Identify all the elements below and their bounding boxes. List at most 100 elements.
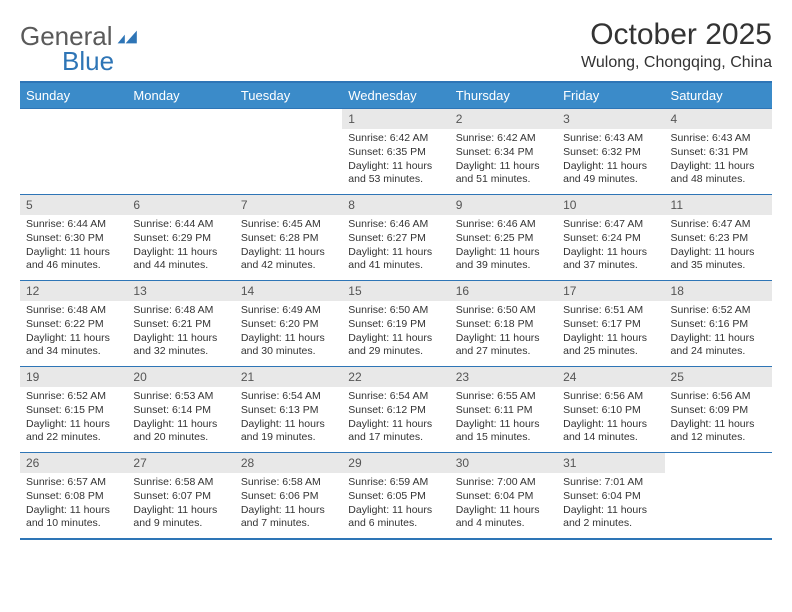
day-header: Sunday	[20, 82, 127, 109]
day-header: Wednesday	[342, 82, 449, 109]
day-number: 3	[557, 109, 664, 129]
day-number: 11	[665, 195, 772, 215]
day-text: Sunrise: 6:56 AMSunset: 6:10 PMDaylight:…	[557, 387, 664, 449]
day-cell: 31Sunrise: 7:01 AMSunset: 6:04 PMDayligh…	[557, 453, 664, 539]
day-header: Tuesday	[235, 82, 342, 109]
day-number: 26	[20, 453, 127, 473]
day-text	[665, 459, 772, 466]
day-text: Sunrise: 6:56 AMSunset: 6:09 PMDaylight:…	[665, 387, 772, 449]
day-text: Sunrise: 6:43 AMSunset: 6:32 PMDaylight:…	[557, 129, 664, 191]
brand-part2: Blue	[62, 46, 114, 76]
day-number: 22	[342, 367, 449, 387]
day-cell: 27Sunrise: 6:58 AMSunset: 6:07 PMDayligh…	[127, 453, 234, 539]
calendar-body: 1Sunrise: 6:42 AMSunset: 6:35 PMDaylight…	[20, 109, 772, 539]
day-cell: 14Sunrise: 6:49 AMSunset: 6:20 PMDayligh…	[235, 281, 342, 367]
day-text: Sunrise: 6:43 AMSunset: 6:31 PMDaylight:…	[665, 129, 772, 191]
day-text: Sunrise: 6:51 AMSunset: 6:17 PMDaylight:…	[557, 301, 664, 363]
day-cell: 25Sunrise: 6:56 AMSunset: 6:09 PMDayligh…	[665, 367, 772, 453]
day-text: Sunrise: 6:44 AMSunset: 6:29 PMDaylight:…	[127, 215, 234, 277]
day-text	[235, 115, 342, 122]
day-cell: 29Sunrise: 6:59 AMSunset: 6:05 PMDayligh…	[342, 453, 449, 539]
day-cell	[20, 109, 127, 195]
day-number: 12	[20, 281, 127, 301]
day-cell: 8Sunrise: 6:46 AMSunset: 6:27 PMDaylight…	[342, 195, 449, 281]
day-number: 29	[342, 453, 449, 473]
day-text: Sunrise: 6:54 AMSunset: 6:12 PMDaylight:…	[342, 387, 449, 449]
day-cell: 10Sunrise: 6:47 AMSunset: 6:24 PMDayligh…	[557, 195, 664, 281]
week-row: 19Sunrise: 6:52 AMSunset: 6:15 PMDayligh…	[20, 367, 772, 453]
day-text: Sunrise: 6:45 AMSunset: 6:28 PMDaylight:…	[235, 215, 342, 277]
day-number: 30	[450, 453, 557, 473]
day-cell: 24Sunrise: 6:56 AMSunset: 6:10 PMDayligh…	[557, 367, 664, 453]
day-cell: 26Sunrise: 6:57 AMSunset: 6:08 PMDayligh…	[20, 453, 127, 539]
day-number: 20	[127, 367, 234, 387]
day-text: Sunrise: 6:47 AMSunset: 6:24 PMDaylight:…	[557, 215, 664, 277]
day-number: 9	[450, 195, 557, 215]
day-text: Sunrise: 6:46 AMSunset: 6:27 PMDaylight:…	[342, 215, 449, 277]
day-number: 17	[557, 281, 664, 301]
day-text: Sunrise: 7:00 AMSunset: 6:04 PMDaylight:…	[450, 473, 557, 535]
day-text	[20, 115, 127, 122]
day-text: Sunrise: 6:50 AMSunset: 6:18 PMDaylight:…	[450, 301, 557, 363]
day-cell: 2Sunrise: 6:42 AMSunset: 6:34 PMDaylight…	[450, 109, 557, 195]
day-cell: 4Sunrise: 6:43 AMSunset: 6:31 PMDaylight…	[665, 109, 772, 195]
day-cell: 18Sunrise: 6:52 AMSunset: 6:16 PMDayligh…	[665, 281, 772, 367]
day-cell: 16Sunrise: 6:50 AMSunset: 6:18 PMDayligh…	[450, 281, 557, 367]
day-number: 4	[665, 109, 772, 129]
day-cell: 20Sunrise: 6:53 AMSunset: 6:14 PMDayligh…	[127, 367, 234, 453]
week-row: 12Sunrise: 6:48 AMSunset: 6:22 PMDayligh…	[20, 281, 772, 367]
day-number: 31	[557, 453, 664, 473]
day-number: 25	[665, 367, 772, 387]
month-title: October 2025	[581, 18, 772, 52]
day-text: Sunrise: 6:52 AMSunset: 6:15 PMDaylight:…	[20, 387, 127, 449]
day-text: Sunrise: 6:58 AMSunset: 6:07 PMDaylight:…	[127, 473, 234, 535]
day-text: Sunrise: 6:44 AMSunset: 6:30 PMDaylight:…	[20, 215, 127, 277]
day-cell: 13Sunrise: 6:48 AMSunset: 6:21 PMDayligh…	[127, 281, 234, 367]
day-number: 18	[665, 281, 772, 301]
day-cell: 17Sunrise: 6:51 AMSunset: 6:17 PMDayligh…	[557, 281, 664, 367]
day-text	[127, 115, 234, 122]
calendar-table: Sunday Monday Tuesday Wednesday Thursday…	[20, 81, 772, 540]
day-text: Sunrise: 6:55 AMSunset: 6:11 PMDaylight:…	[450, 387, 557, 449]
day-number: 2	[450, 109, 557, 129]
day-header-row: Sunday Monday Tuesday Wednesday Thursday…	[20, 82, 772, 109]
day-header: Saturday	[665, 82, 772, 109]
day-number: 28	[235, 453, 342, 473]
day-cell: 30Sunrise: 7:00 AMSunset: 6:04 PMDayligh…	[450, 453, 557, 539]
day-cell: 15Sunrise: 6:50 AMSunset: 6:19 PMDayligh…	[342, 281, 449, 367]
day-number: 21	[235, 367, 342, 387]
day-cell: 1Sunrise: 6:42 AMSunset: 6:35 PMDaylight…	[342, 109, 449, 195]
day-number: 19	[20, 367, 127, 387]
day-text: Sunrise: 6:48 AMSunset: 6:21 PMDaylight:…	[127, 301, 234, 363]
day-text: Sunrise: 6:50 AMSunset: 6:19 PMDaylight:…	[342, 301, 449, 363]
day-cell: 23Sunrise: 6:55 AMSunset: 6:11 PMDayligh…	[450, 367, 557, 453]
day-cell	[235, 109, 342, 195]
day-text: Sunrise: 6:58 AMSunset: 6:06 PMDaylight:…	[235, 473, 342, 535]
day-number: 24	[557, 367, 664, 387]
day-header: Friday	[557, 82, 664, 109]
day-cell: 6Sunrise: 6:44 AMSunset: 6:29 PMDaylight…	[127, 195, 234, 281]
title-block: October 2025 Wulong, Chongqing, China	[581, 18, 772, 72]
day-text: Sunrise: 7:01 AMSunset: 6:04 PMDaylight:…	[557, 473, 664, 535]
logo-mark-icon	[116, 24, 140, 49]
day-text: Sunrise: 6:42 AMSunset: 6:35 PMDaylight:…	[342, 129, 449, 191]
day-cell: 22Sunrise: 6:54 AMSunset: 6:12 PMDayligh…	[342, 367, 449, 453]
day-text: Sunrise: 6:54 AMSunset: 6:13 PMDaylight:…	[235, 387, 342, 449]
day-number: 6	[127, 195, 234, 215]
day-cell: 28Sunrise: 6:58 AMSunset: 6:06 PMDayligh…	[235, 453, 342, 539]
day-number: 5	[20, 195, 127, 215]
week-row: 1Sunrise: 6:42 AMSunset: 6:35 PMDaylight…	[20, 109, 772, 195]
day-number: 13	[127, 281, 234, 301]
week-row: 26Sunrise: 6:57 AMSunset: 6:08 PMDayligh…	[20, 453, 772, 539]
day-text: Sunrise: 6:52 AMSunset: 6:16 PMDaylight:…	[665, 301, 772, 363]
day-number: 23	[450, 367, 557, 387]
day-cell	[665, 453, 772, 539]
location: Wulong, Chongqing, China	[581, 54, 772, 72]
day-number: 15	[342, 281, 449, 301]
day-cell: 5Sunrise: 6:44 AMSunset: 6:30 PMDaylight…	[20, 195, 127, 281]
day-cell: 21Sunrise: 6:54 AMSunset: 6:13 PMDayligh…	[235, 367, 342, 453]
day-text: Sunrise: 6:53 AMSunset: 6:14 PMDaylight:…	[127, 387, 234, 449]
day-number: 14	[235, 281, 342, 301]
day-text: Sunrise: 6:59 AMSunset: 6:05 PMDaylight:…	[342, 473, 449, 535]
day-cell	[127, 109, 234, 195]
